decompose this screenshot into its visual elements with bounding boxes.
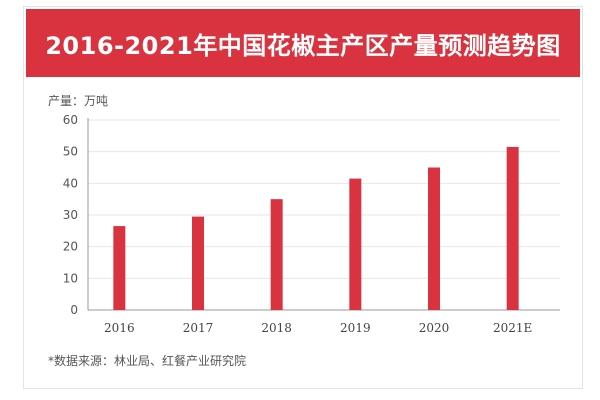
y-tick-label: 30 — [63, 208, 78, 222]
x-tick-label: 2018 — [261, 321, 292, 335]
source-note: *数据来源：林业局、红餐产业研究院 — [48, 354, 247, 368]
y-tick-label: 50 — [63, 145, 78, 159]
bar — [270, 199, 283, 310]
y-tick-label: 10 — [63, 271, 78, 285]
x-tick-label: 2017 — [183, 321, 214, 335]
y-tick-label: 40 — [63, 176, 78, 190]
bar — [428, 167, 440, 310]
x-tick-label: 2020 — [419, 321, 450, 335]
y-tick-label: 60 — [63, 113, 78, 127]
y-axis-unit-label: 产量：万吨 — [48, 94, 109, 108]
chart-card: 2016-2021年中国花椒主产区产量预测趋势图 — [23, 6, 583, 389]
y-tick-label: 0 — [70, 303, 78, 317]
x-tick-label: 2016 — [104, 321, 135, 335]
bar — [192, 216, 204, 310]
bar — [349, 178, 362, 310]
chart-title: 2016-2021年中国花椒主产区产量预测趋势图 — [45, 31, 561, 60]
x-tick-label: 2021E — [493, 321, 532, 335]
title-banner: 2016-2021年中国花椒主产区产量预测趋势图 — [26, 9, 580, 77]
bar — [506, 146, 519, 310]
bar — [113, 226, 126, 310]
y-tick-label: 20 — [63, 240, 78, 254]
x-tick-label: 2019 — [340, 321, 371, 335]
